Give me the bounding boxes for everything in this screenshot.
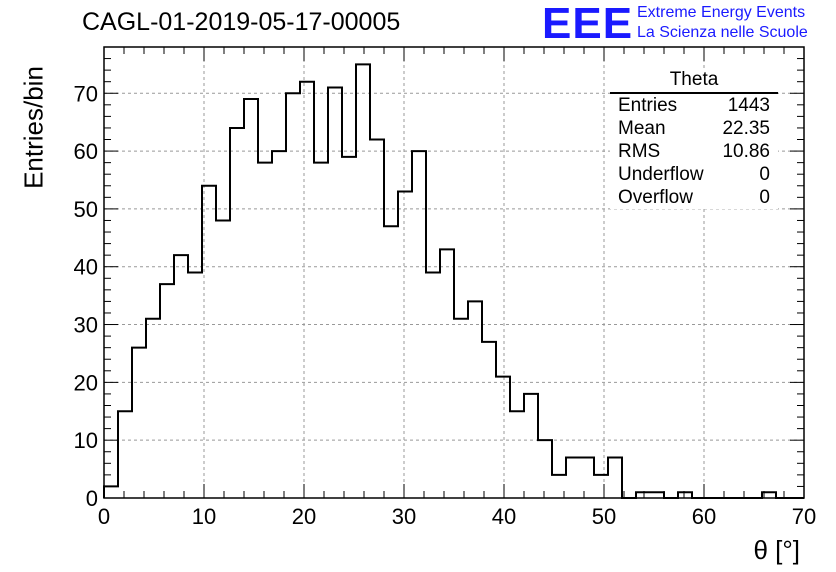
histogram-bin xyxy=(482,342,496,498)
stats-value: 22.35 xyxy=(722,118,770,139)
logo-line-2: La Scienza nelle Scuole xyxy=(637,24,808,41)
stats-label: Underflow xyxy=(618,164,704,185)
histogram-bin xyxy=(230,128,244,498)
histogram-bin xyxy=(160,284,174,498)
histogram-bin xyxy=(426,273,440,499)
x-tick-label: 0 xyxy=(98,504,110,529)
histogram-bin xyxy=(314,163,328,498)
histogram-bin xyxy=(468,301,482,498)
x-tick-label: 20 xyxy=(292,504,316,529)
histogram-bin xyxy=(104,486,118,498)
histogram-bin xyxy=(174,255,188,498)
stats-title: Theta xyxy=(610,70,778,94)
histogram-bin xyxy=(328,87,342,498)
logo-line-1: Extreme Energy Events xyxy=(637,4,806,21)
y-tick-label: 20 xyxy=(74,370,98,395)
x-tick-label: 50 xyxy=(592,504,616,529)
histogram-bin xyxy=(356,64,370,498)
histogram-bin xyxy=(496,377,510,498)
histogram-bin xyxy=(286,93,300,498)
chart-title: CAGL-01-2019-05-17-00005 xyxy=(82,8,401,36)
x-axis-label: θ [°] xyxy=(753,535,800,565)
histogram-bin xyxy=(244,99,258,498)
stats-label: RMS xyxy=(618,141,661,162)
x-tick-label: 70 xyxy=(792,504,816,529)
histogram-outline xyxy=(103,63,804,499)
histogram-bin xyxy=(510,411,524,498)
eee-logo: EEE xyxy=(542,0,634,48)
histogram-bin xyxy=(594,475,608,498)
y-tick-label: 0 xyxy=(86,486,98,511)
histogram-bin xyxy=(454,319,468,498)
x-tick-label: 40 xyxy=(492,504,516,529)
y-tick-label: 30 xyxy=(74,313,98,338)
histogram-bin xyxy=(146,319,160,498)
histogram-bin xyxy=(440,249,454,498)
plot-frame xyxy=(103,46,805,499)
y-tick-label: 50 xyxy=(74,197,98,222)
histogram-bin xyxy=(216,220,230,498)
stats-rows: Entries 1443 Mean 22.35 RMS 10.86 Underflow 0 Ov… xyxy=(610,94,778,209)
stats-row: Underflow 0 xyxy=(610,163,778,186)
y-axis-label-text: Entries/bin xyxy=(18,66,49,189)
x-tick-label: 10 xyxy=(192,504,216,529)
stats-value: 1443 xyxy=(727,95,770,116)
stats-row: Overflow 0 xyxy=(610,186,778,209)
stats-value: 0 xyxy=(759,164,770,185)
histogram-bin xyxy=(580,458,594,498)
histogram-bin xyxy=(566,458,580,498)
stats-label: Entries xyxy=(618,95,678,116)
histogram-bin xyxy=(188,273,202,499)
stats-row: Entries 1443 xyxy=(610,94,778,117)
stats-label: Mean xyxy=(618,118,666,139)
histogram-bin xyxy=(258,163,272,498)
stats-box: Theta Entries 1443 Mean 22.35 RMS 10.86 Underf… xyxy=(610,70,778,209)
x-tick-label: 30 xyxy=(392,504,416,529)
stats-value: 0 xyxy=(759,187,770,208)
stats-row: RMS 10.86 xyxy=(610,140,778,163)
y-tick-label: 10 xyxy=(74,428,98,453)
histogram-bin xyxy=(300,82,314,498)
histogram-bin xyxy=(342,157,356,498)
stats-value: 10.86 xyxy=(722,141,770,162)
y-tick-label: 60 xyxy=(74,139,98,164)
x-tick-label: 60 xyxy=(692,504,716,529)
histogram-bin xyxy=(538,440,552,498)
histogram-bin xyxy=(118,411,132,498)
logo-caption: Extreme Energy Events La Scienza nelle S… xyxy=(637,3,808,43)
stats-row: Mean 22.35 xyxy=(610,117,778,140)
histogram-bin xyxy=(370,140,384,498)
histogram-bin xyxy=(608,458,622,498)
histogram-bin xyxy=(132,348,146,498)
y-tick-label: 40 xyxy=(74,255,98,280)
stats-label: Overflow xyxy=(618,187,693,208)
histogram-bin xyxy=(524,394,538,498)
y-tick-label: 70 xyxy=(74,81,98,106)
histogram-bin xyxy=(398,192,412,498)
